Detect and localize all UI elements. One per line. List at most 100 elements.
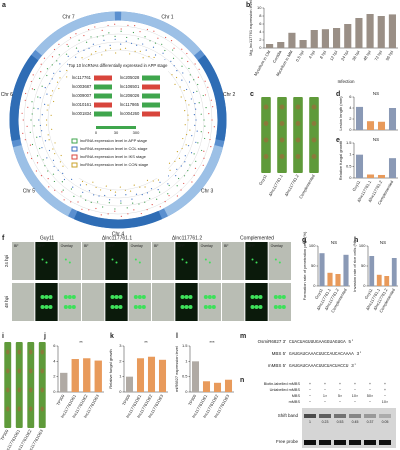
gel-cell: + bbox=[384, 388, 387, 392]
panel-letter: i bbox=[2, 333, 4, 340]
lesion bbox=[17, 406, 21, 412]
row-label: 48 hpi bbox=[4, 296, 9, 308]
track-dot bbox=[149, 40, 151, 42]
track-dot bbox=[62, 172, 64, 175]
bar bbox=[319, 253, 325, 286]
chromosome-arc bbox=[120, 11, 201, 56]
track-dot bbox=[63, 199, 65, 201]
track-dot bbox=[204, 137, 206, 140]
gel-row-label: Unlabelled mMBS bbox=[270, 388, 301, 392]
bar bbox=[366, 121, 375, 130]
track-dot bbox=[186, 52, 188, 55]
track-dot bbox=[33, 88, 36, 91]
track-dot bbox=[93, 194, 95, 196]
track-dot bbox=[184, 155, 186, 157]
bar bbox=[391, 258, 397, 286]
scale-label: 0 bbox=[95, 130, 98, 135]
lncrna-name: lnc206026 bbox=[120, 93, 140, 98]
track-dot bbox=[156, 198, 158, 200]
sequence-name: mMBS 5' bbox=[268, 363, 286, 368]
track-dot bbox=[141, 194, 143, 196]
track-dot bbox=[25, 92, 27, 95]
track-dot bbox=[133, 184, 135, 186]
track-dot bbox=[59, 161, 62, 163]
gel-cell: − bbox=[309, 400, 312, 404]
track-dot bbox=[181, 65, 183, 67]
shift-band-label: Shift band bbox=[278, 413, 299, 418]
bar bbox=[376, 274, 382, 286]
hypha bbox=[71, 295, 76, 299]
track-dot bbox=[195, 141, 197, 143]
gel-cell: 10× bbox=[382, 400, 388, 404]
track-dot bbox=[167, 175, 169, 177]
track-dot bbox=[184, 161, 186, 163]
gel-cell: − bbox=[354, 400, 357, 404]
hypha bbox=[250, 295, 255, 299]
hypha bbox=[115, 261, 118, 264]
track-dot bbox=[159, 206, 161, 208]
track-dot bbox=[109, 199, 111, 201]
track-dot bbox=[88, 190, 91, 192]
bar bbox=[355, 106, 364, 130]
expression-bar bbox=[94, 111, 112, 117]
track-dot bbox=[32, 74, 34, 76]
leaf bbox=[293, 97, 303, 173]
column-label: Δlnc117761.1 bbox=[102, 235, 132, 241]
category-label: Guy11 bbox=[351, 179, 361, 192]
legend-label: lncRNA expression level in APP stage bbox=[80, 138, 148, 143]
lesion bbox=[295, 104, 301, 110]
y-axis-label: Relative fungal growth bbox=[108, 349, 113, 389]
hypha bbox=[141, 295, 146, 299]
track-dot bbox=[194, 63, 196, 65]
hypha bbox=[67, 295, 72, 299]
shift-band bbox=[304, 414, 316, 418]
track-dot bbox=[162, 52, 164, 54]
gel-cell: − bbox=[369, 388, 372, 392]
track-dot bbox=[167, 183, 169, 185]
track-dot bbox=[81, 57, 83, 59]
free-probe-label: Free probe bbox=[276, 439, 299, 444]
lesion bbox=[40, 368, 44, 374]
track-dot bbox=[62, 165, 64, 167]
y-tick-label: 0 bbox=[53, 389, 56, 394]
track-dot bbox=[72, 186, 74, 188]
track-dot bbox=[51, 64, 53, 66]
expression-bar bbox=[94, 84, 112, 90]
hypha bbox=[40, 305, 45, 309]
track-dot bbox=[57, 169, 59, 171]
panel-letter: f bbox=[2, 235, 5, 242]
scale-label: 300 bbox=[133, 130, 140, 135]
track-dot bbox=[45, 119, 48, 121]
track-dot bbox=[185, 133, 188, 136]
track-dot bbox=[120, 30, 122, 32]
shift-band bbox=[349, 414, 361, 418]
track-dot bbox=[153, 30, 155, 32]
micrograph bbox=[222, 283, 245, 321]
sequence: CUACUAGUUUGAAGGUAGUGA 5' bbox=[289, 339, 354, 345]
track-dot bbox=[188, 67, 190, 70]
track-dot bbox=[149, 197, 151, 200]
lesion bbox=[6, 349, 10, 355]
track-dot bbox=[59, 63, 61, 65]
hypha bbox=[181, 258, 184, 261]
track-dot bbox=[109, 189, 112, 192]
micrograph bbox=[198, 283, 221, 321]
track-dot bbox=[46, 157, 48, 159]
track-dot bbox=[65, 53, 68, 55]
bar bbox=[224, 379, 233, 392]
channel-label: GFP bbox=[37, 244, 45, 248]
track-dot bbox=[134, 50, 136, 52]
track-dot bbox=[114, 210, 116, 212]
hypha bbox=[277, 295, 282, 299]
track-dot bbox=[36, 155, 39, 157]
panel-letter: e bbox=[336, 137, 340, 144]
y-tick-label: 4 bbox=[53, 358, 56, 363]
track-dot bbox=[200, 113, 202, 115]
bar bbox=[310, 30, 318, 48]
channel-label: BF bbox=[154, 244, 158, 248]
track-dot bbox=[176, 195, 179, 197]
track-dot bbox=[180, 189, 182, 191]
hypha bbox=[63, 305, 68, 309]
track-dot bbox=[83, 34, 85, 37]
track-dot bbox=[27, 152, 29, 154]
